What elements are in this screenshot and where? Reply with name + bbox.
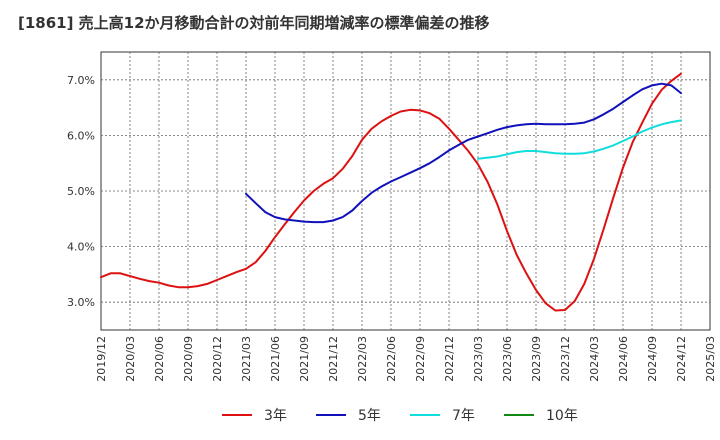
- legend-item: 10年: [504, 408, 578, 424]
- legend: 3年 5年 7年 10年: [222, 408, 578, 424]
- series-line: [477, 119, 682, 160]
- y-tick-label: 3.0%: [67, 296, 95, 309]
- y-axis: 3.0% 4.0% 5.0% 6.0% 7.0%: [67, 74, 95, 309]
- legend-label: 5年: [358, 408, 381, 424]
- legend-label: 10年: [546, 408, 578, 424]
- series-line: [100, 72, 682, 312]
- x-tick-label: 2022/06: [385, 336, 398, 382]
- x-tick-label: 2021/12: [327, 336, 340, 382]
- x-tick-label: 2024/03: [588, 336, 601, 382]
- x-tick-label: 2020/09: [182, 336, 195, 382]
- x-tick-label: 2019/12: [95, 336, 108, 382]
- x-tick-label: 2020/06: [153, 336, 166, 382]
- y-tick-label: 6.0%: [67, 129, 95, 142]
- x-tick-label: 2025/03: [704, 336, 717, 382]
- series-line: [245, 82, 682, 224]
- x-tick-label: 2022/12: [443, 336, 456, 382]
- x-tick-label: 2021/06: [269, 336, 282, 382]
- legend-item: 5年: [316, 408, 381, 424]
- chart-title: [1861] 売上高12か月移動合計の対前年同期増減率の標準偏差の推移: [18, 14, 490, 32]
- legend-label: 7年: [452, 408, 475, 424]
- legend-label: 3年: [264, 408, 287, 424]
- y-tick-label: 5.0%: [67, 185, 95, 198]
- series-layer: [100, 72, 682, 312]
- y-tick-label: 7.0%: [67, 74, 95, 87]
- x-tick-label: 2023/03: [472, 336, 485, 382]
- legend-item: 3年: [222, 408, 287, 424]
- x-tick-label: 2024/09: [646, 336, 659, 382]
- x-tick-label: 2020/12: [211, 336, 224, 382]
- x-tick-label: 2021/03: [240, 336, 253, 382]
- y-tick-label: 4.0%: [67, 241, 95, 254]
- x-tick-label: 2023/12: [559, 336, 572, 382]
- x-axis: 2019/12 2020/03 2020/06 2020/09 2020/12 2021/…: [95, 336, 717, 382]
- x-tick-label: 2022/03: [356, 336, 369, 382]
- grid-lines: [101, 52, 710, 330]
- x-tick-label: 2024/12: [675, 336, 688, 382]
- x-tick-label: 2023/09: [530, 336, 543, 382]
- x-tick-label: 2022/09: [414, 336, 427, 382]
- legend-item: 7年: [410, 408, 475, 424]
- x-tick-label: 2023/06: [501, 336, 514, 382]
- x-tick-label: 2020/03: [124, 336, 137, 382]
- x-tick-label: 2021/09: [298, 336, 311, 382]
- x-tick-label: 2024/06: [617, 336, 630, 382]
